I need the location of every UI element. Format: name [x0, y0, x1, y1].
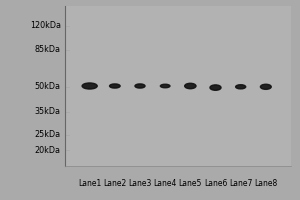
Text: 35kDa: 35kDa [35, 107, 61, 116]
Text: Lane4: Lane4 [154, 179, 177, 188]
Text: Lane1: Lane1 [78, 179, 101, 188]
Ellipse shape [210, 85, 221, 90]
Text: 85kDa: 85kDa [35, 45, 61, 54]
Ellipse shape [110, 84, 120, 88]
Text: Lane2: Lane2 [103, 179, 127, 188]
Ellipse shape [236, 85, 246, 89]
Ellipse shape [160, 84, 170, 88]
Text: 120kDa: 120kDa [30, 21, 61, 30]
Text: Lane7: Lane7 [229, 179, 252, 188]
Ellipse shape [185, 83, 196, 89]
Ellipse shape [82, 83, 97, 89]
Text: 50kDa: 50kDa [35, 82, 61, 91]
Text: 20kDa: 20kDa [35, 146, 61, 155]
Ellipse shape [135, 84, 145, 88]
Text: Lane8: Lane8 [254, 179, 278, 188]
Text: 25kDa: 25kDa [34, 130, 61, 139]
Ellipse shape [260, 84, 271, 89]
Text: Lane6: Lane6 [204, 179, 227, 188]
Text: Lane5: Lane5 [178, 179, 202, 188]
Text: Lane3: Lane3 [128, 179, 152, 188]
